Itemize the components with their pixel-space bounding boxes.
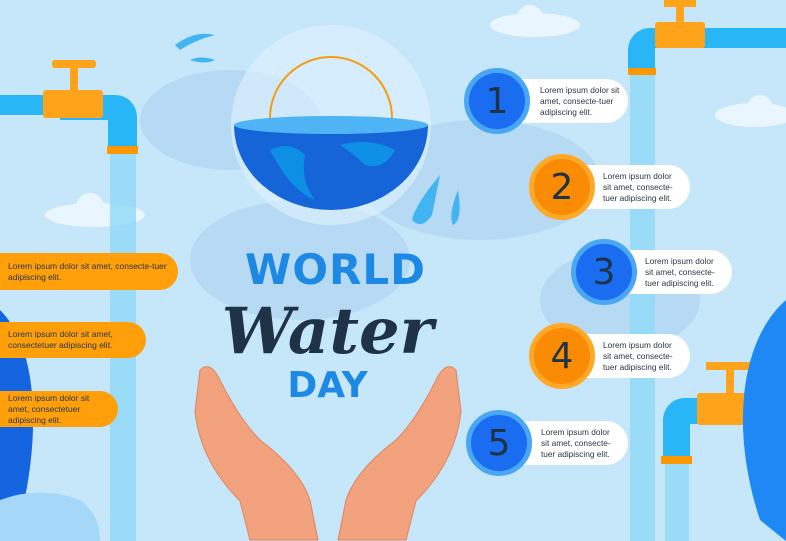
title-world: WORLD [245, 245, 426, 294]
left-note-2: Lorem ipsum dolor sit amet, consectetuer… [0, 322, 146, 358]
step-number: 5 [466, 410, 532, 476]
cloud-icon [45, 5, 786, 227]
faucet-icon [628, 0, 786, 541]
hands-icon [194, 366, 462, 541]
left-note-1: Lorem ipsum dolor sit amet, consecte-tue… [0, 253, 178, 290]
globe-icon [231, 25, 431, 225]
title-day: DAY [287, 365, 368, 406]
step-number: 2 [529, 154, 595, 220]
step-number: 3 [571, 239, 637, 305]
water-drop-icon [175, 33, 460, 225]
step-number: 4 [529, 323, 595, 389]
left-note-3: Lorem ipsum dolor sit amet, consectetuer… [0, 391, 118, 427]
title-water: Water [221, 294, 434, 369]
step-number: 1 [464, 68, 530, 134]
